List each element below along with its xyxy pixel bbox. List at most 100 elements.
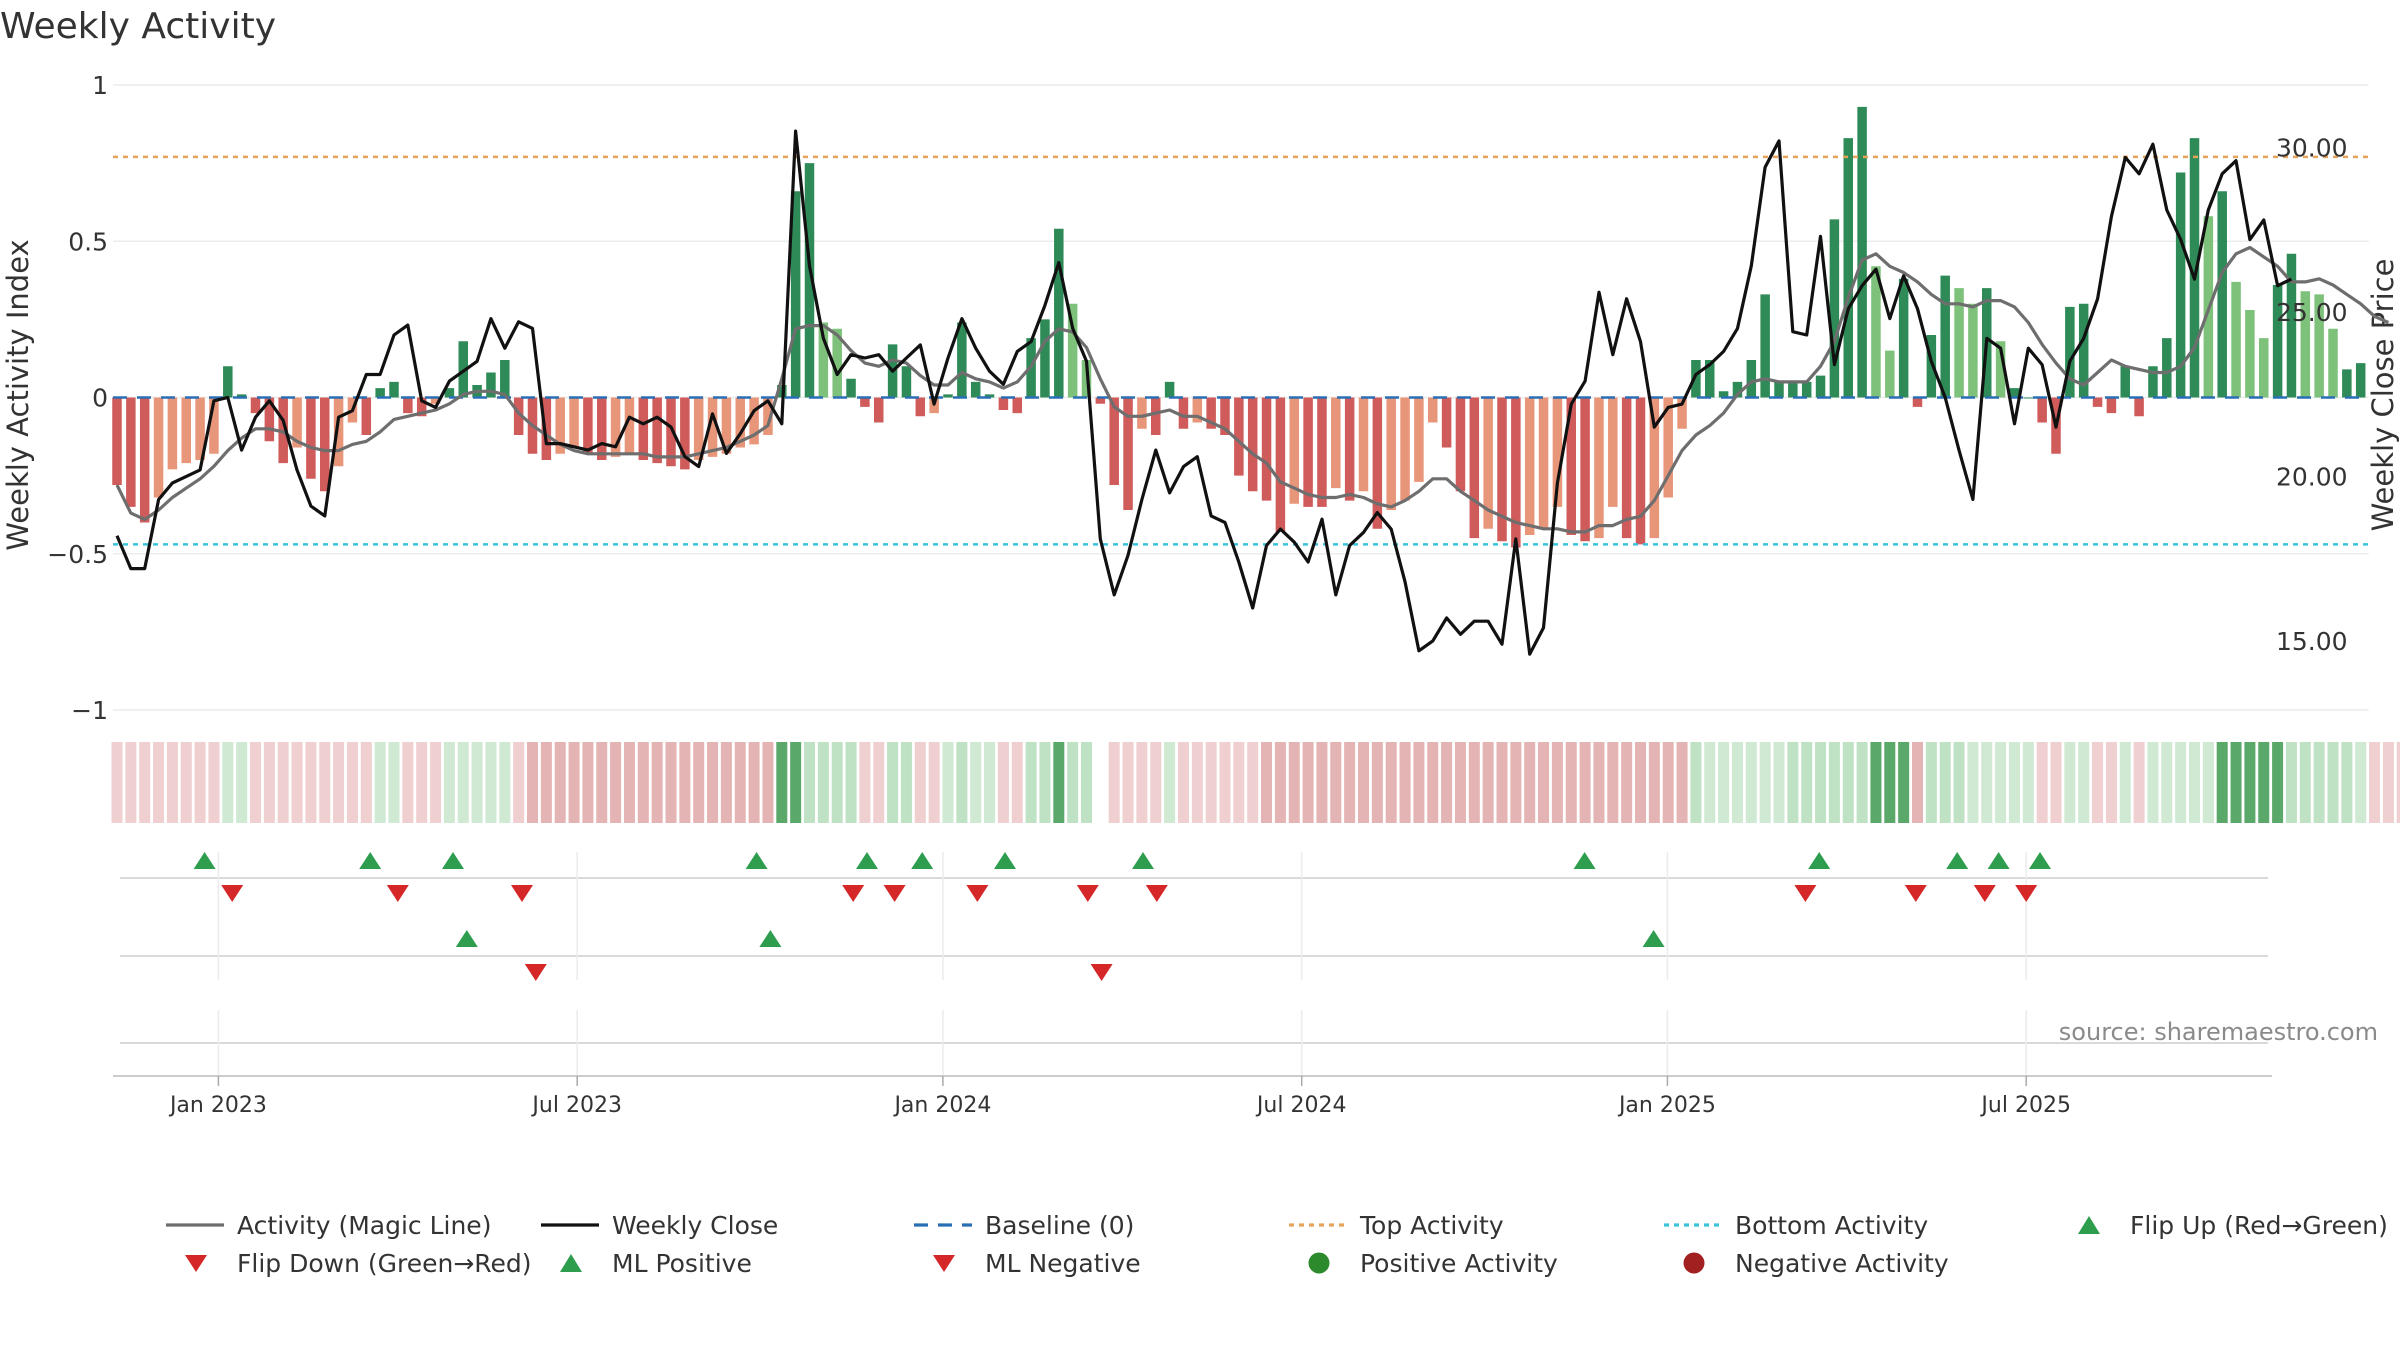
activity-bar <box>1151 398 1161 436</box>
activity-bar <box>1857 107 1867 398</box>
status-strip-cell <box>1303 742 1314 823</box>
legend-item: Flip Down (Green→Red) <box>185 1249 532 1278</box>
status-strip-cell <box>1552 742 1563 823</box>
legend-label: ML Negative <box>985 1249 1141 1278</box>
legend-item: Activity (Magic Line) <box>166 1211 491 1240</box>
status-strip-cell <box>1164 742 1175 823</box>
legend-label: Baseline (0) <box>985 1211 1134 1240</box>
status-strip-cell <box>970 742 981 823</box>
status-strip-cell <box>2258 742 2269 823</box>
activity-bar <box>2342 369 2352 397</box>
status-strip-cell <box>541 742 552 823</box>
activity-bar <box>2356 363 2366 397</box>
left-tick-label: 0.5 <box>68 227 108 256</box>
activity-bar <box>2162 338 2172 397</box>
status-strip-cell <box>818 742 829 823</box>
left-tick-label: 0 <box>92 384 108 413</box>
status-strip-cell <box>1801 742 1812 823</box>
activity-bar <box>1414 398 1424 482</box>
status-strip-cell <box>1081 742 1092 823</box>
legend-item: ML Negative <box>933 1249 1141 1278</box>
activity-bar <box>1760 294 1770 397</box>
activity-bar <box>639 398 649 461</box>
status-strip-cell <box>2106 742 2117 823</box>
flip-up-marker <box>194 852 216 869</box>
activity-bar <box>1913 398 1923 407</box>
status-strip-cell <box>389 742 400 823</box>
activity-status-strip <box>112 742 2400 823</box>
activity-bar <box>1359 398 1369 492</box>
left-tick-label: −1 <box>71 696 108 725</box>
activity-bar <box>1511 398 1521 548</box>
activity-bar <box>1331 398 1341 489</box>
status-strip-cell <box>167 742 178 823</box>
status-strip-cell <box>1413 742 1424 823</box>
activity-bar <box>1899 279 1909 398</box>
status-strip-cell <box>2009 742 2020 823</box>
activity-bar <box>2259 338 2269 397</box>
status-strip-cell <box>1732 742 1743 823</box>
status-strip-cell <box>2341 742 2352 823</box>
status-strip-cell <box>2092 742 2103 823</box>
status-strip-cell <box>1067 742 1078 823</box>
activity-bar <box>2217 191 2227 397</box>
activity-bar <box>375 388 385 397</box>
status-strip-cell <box>679 742 690 823</box>
activity-bar <box>2024 398 2034 399</box>
flip-down-marker <box>884 885 906 902</box>
left-axis-label: Weekly Activity Index <box>1 239 35 550</box>
status-strip-cell <box>1026 742 1037 823</box>
activity-bar <box>1400 398 1410 501</box>
status-strip-cell <box>610 742 621 823</box>
status-strip-cell <box>569 742 580 823</box>
legend-swatch <box>1684 1253 1705 1274</box>
status-strip-cell <box>2272 742 2283 823</box>
activity-bar <box>1373 398 1383 529</box>
status-strip-cell <box>1607 742 1618 823</box>
activity-bar <box>1885 351 1895 398</box>
status-strip-cell <box>1843 742 1854 823</box>
legend-item: Baseline (0) <box>914 1211 1134 1240</box>
activity-bar <box>1386 398 1396 511</box>
status-strip-cell <box>499 742 510 823</box>
activity-bar <box>1248 398 1258 492</box>
status-strip-cell <box>139 742 150 823</box>
status-strip-cell <box>1358 742 1369 823</box>
status-strip-cell <box>1760 742 1771 823</box>
status-strip-cell <box>901 742 912 823</box>
activity-bar <box>860 398 870 407</box>
activity-bar <box>1594 398 1604 539</box>
activity-bar <box>2134 398 2144 417</box>
status-strip-cell <box>1275 742 1286 823</box>
legend-label: Weekly Close <box>612 1211 778 1240</box>
flip-down-marker <box>1077 885 1099 902</box>
status-strip-cell <box>1289 742 1300 823</box>
status-strip-cell <box>2231 742 2242 823</box>
right-axis-label: Weekly Close Price <box>2366 259 2400 532</box>
status-strip-cell <box>2175 742 2186 823</box>
activity-bar <box>1442 398 1452 448</box>
status-strip-cell <box>1123 742 1134 823</box>
activity-bar <box>389 382 399 398</box>
activity-bar <box>1844 138 1854 397</box>
status-strip-cell <box>2286 742 2297 823</box>
status-strip-cell <box>762 742 773 823</box>
status-strip-cell <box>458 742 469 823</box>
status-strip-cell <box>984 742 995 823</box>
status-strip-cell <box>915 742 926 823</box>
status-strip-cell <box>1095 742 1106 823</box>
legend-label: Negative Activity <box>1735 1249 1949 1278</box>
status-strip-cell <box>485 742 496 823</box>
activity-bar <box>1788 382 1798 398</box>
status-strip-cell <box>2328 742 2339 823</box>
legend-swatch <box>1309 1253 1330 1274</box>
status-strip-cell <box>2369 742 2380 823</box>
status-strip-cell <box>624 742 635 823</box>
legend: Activity (Magic Line) Weekly Close Baselin… <box>166 1211 2388 1278</box>
status-strip-cell <box>1053 742 1064 823</box>
ml-positive-marker <box>759 930 781 947</box>
flip-up-marker <box>746 852 768 869</box>
activity-bars <box>112 107 2365 548</box>
status-strip-cell <box>2161 742 2172 823</box>
